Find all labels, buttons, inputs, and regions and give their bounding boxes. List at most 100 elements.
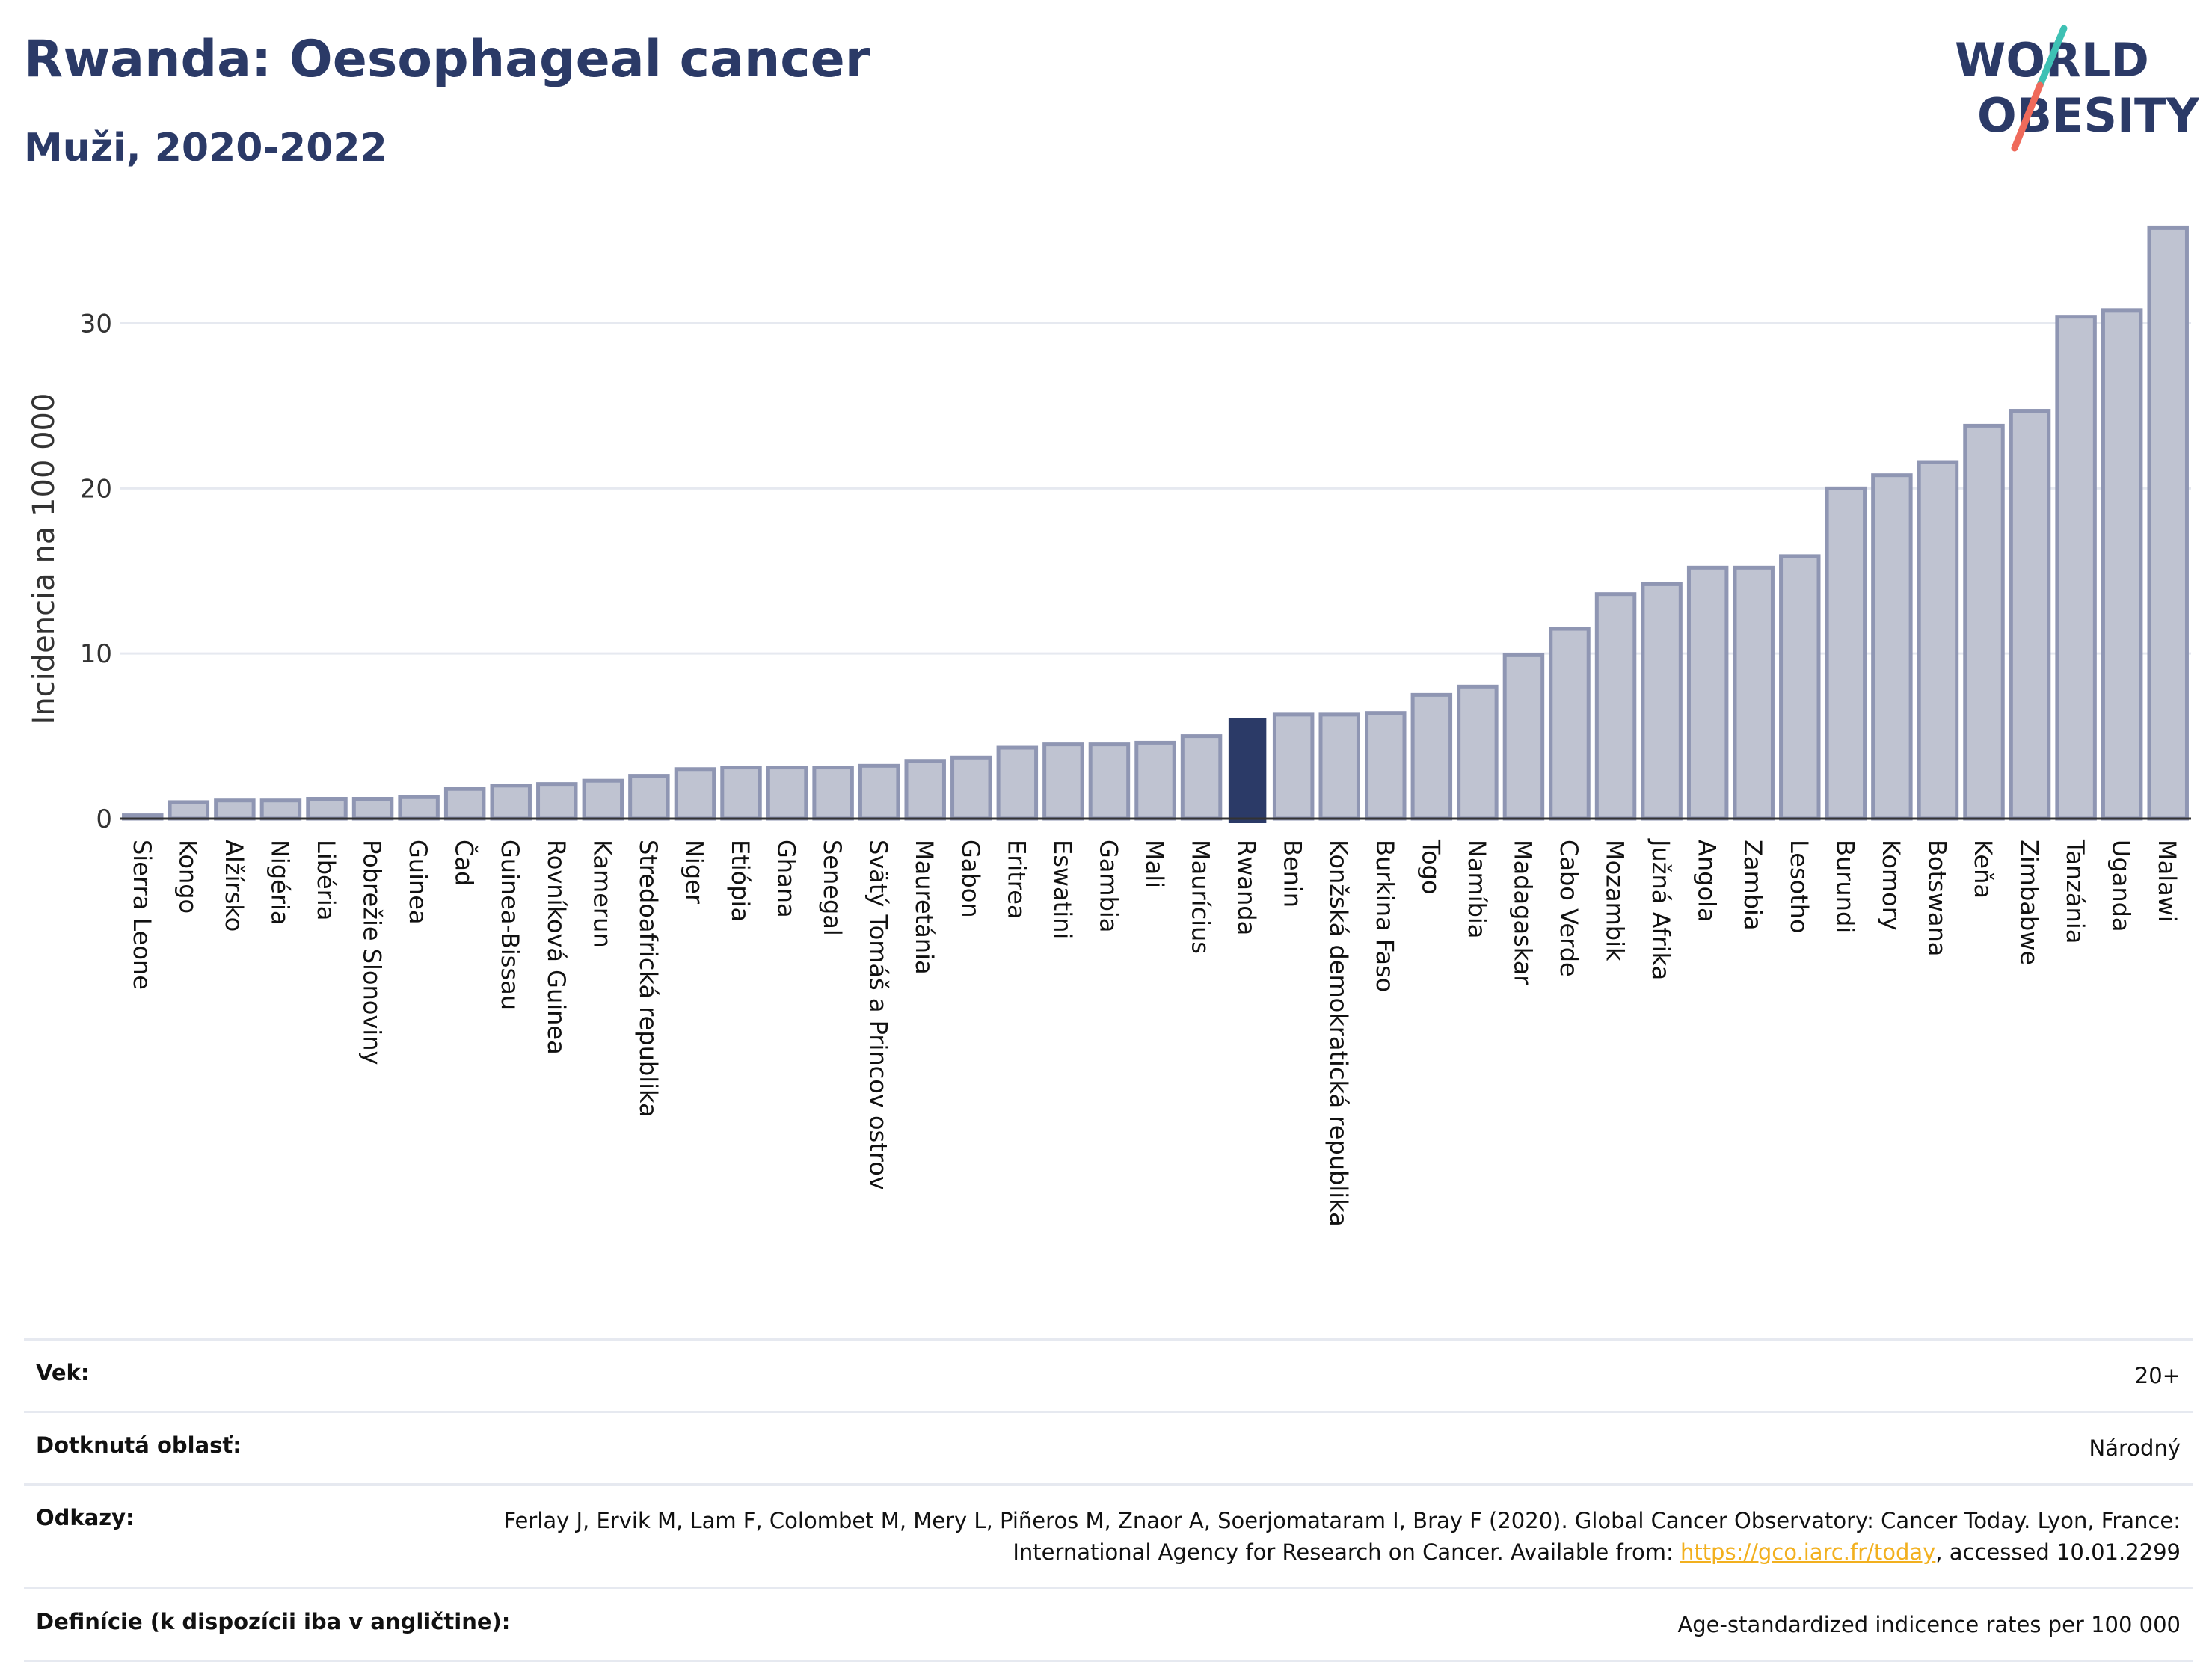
chart-subtitle: Muži, 2020-2022 <box>24 126 387 170</box>
x-tick-label: Mozambik <box>1601 840 1629 961</box>
area-label: Dotknutá oblasť: <box>36 1432 242 1458</box>
x-tick-label: Etiópia <box>726 840 755 922</box>
x-tick-label: Eritrea <box>1002 840 1030 920</box>
x-tick-label: Cabo Verde <box>1555 840 1583 977</box>
bar <box>351 797 394 821</box>
bar <box>490 784 532 821</box>
y-tick-label: 0 <box>96 804 112 834</box>
x-tick-label: Maurícius <box>1187 840 1215 954</box>
bar <box>858 763 900 821</box>
definitions-value: Age-standardized indicence rates per 100… <box>1677 1612 2181 1637</box>
bar <box>720 766 762 821</box>
bar <box>1042 742 1084 821</box>
bar <box>306 797 348 821</box>
bar <box>1641 582 1683 821</box>
logo-slash-coral <box>2011 81 2044 152</box>
bar <box>1088 742 1131 821</box>
x-tick-label: Ghana <box>772 840 801 918</box>
x-tick-label: Stredoafrická republika <box>634 840 663 1118</box>
bar <box>2147 225 2189 821</box>
x-tick-label: Benin <box>1279 840 1307 908</box>
bar <box>1779 554 1821 821</box>
references-label: Odkazy: <box>36 1505 135 1530</box>
x-tick-label: Keňa <box>1969 840 1997 899</box>
y-tick-label: 10 <box>80 639 112 669</box>
bar <box>1180 734 1223 821</box>
bar <box>1502 653 1545 821</box>
x-tick-label: Guinea-Bissau <box>496 840 524 1010</box>
info-row-references: Odkazy: Ferlay J, Ervik M, Lam F, Colomb… <box>24 1483 2193 1587</box>
bar <box>2101 308 2143 821</box>
bar <box>214 798 256 821</box>
references-text: Ferlay J, Ervik M, Lam F, Colombet M, Me… <box>503 1508 2181 1565</box>
bar <box>812 766 854 821</box>
bar <box>398 795 440 821</box>
bar <box>168 800 210 821</box>
bar <box>1410 692 1453 821</box>
x-tick-label: Tanzánia <box>2061 839 2089 944</box>
x-tick-label: Zambia <box>1739 840 1767 931</box>
bar <box>1825 486 1867 821</box>
x-tick-label: Madagaskar <box>1508 840 1537 985</box>
bar <box>1733 565 1775 821</box>
x-tick-label: Gambia <box>1094 840 1122 932</box>
bar <box>766 766 808 821</box>
bar <box>904 759 946 821</box>
bar <box>628 774 670 821</box>
y-axis-label: Incidencia na 100 000 <box>27 393 61 725</box>
x-tick-label: Rovníková Guinea <box>542 840 571 1055</box>
bar <box>2009 409 2051 821</box>
definitions-label: Definície (k dispozícii iba v angličtine… <box>36 1609 511 1634</box>
x-tick-label: Kamerun <box>588 840 616 948</box>
bar <box>1272 712 1315 821</box>
bar <box>582 778 624 821</box>
bar <box>536 782 578 821</box>
bar <box>1871 473 1913 821</box>
info-row-definitions: Definície (k dispozícii iba v angličtine… <box>24 1587 2193 1662</box>
bar <box>1686 565 1729 821</box>
bar <box>2055 315 2097 821</box>
x-tick-label: Eswatini <box>1048 840 1077 939</box>
references-value: Ferlay J, Ervik M, Lam F, Colombet M, Me… <box>498 1505 2181 1568</box>
x-tick-label: Niger <box>680 840 708 905</box>
bar-chart: 0 10 20 30 Incidencia na 100 000 Sierra Leone… <box>27 225 2191 1227</box>
x-tick-label: Alžírsko <box>220 840 248 932</box>
x-tick-label: Čad <box>450 840 479 886</box>
x-tick-label: Mali <box>1140 840 1169 888</box>
age-label: Vek: <box>36 1360 90 1385</box>
logo-slash-teal <box>2036 25 2068 89</box>
x-tick-label: Lesotho <box>1785 840 1813 934</box>
x-tick-label: Mauretánia <box>910 840 938 975</box>
bar <box>950 755 992 821</box>
x-tick-label: Uganda <box>2107 840 2136 932</box>
bar <box>1318 712 1360 821</box>
bar <box>1365 711 1407 821</box>
bar <box>674 767 716 821</box>
info-row-age: Vek: 20+ <box>24 1338 2193 1411</box>
x-tick-label: Burundi <box>1831 840 1859 933</box>
x-tick-label: Guinea <box>404 840 432 925</box>
info-row-area: Dotknutá oblasť: Národný <box>24 1411 2193 1483</box>
x-tick-label: Namíbia <box>1463 840 1491 938</box>
age-value: 20+ <box>2134 1363 2181 1388</box>
x-tick-label: Komory <box>1877 840 1905 931</box>
references-accessed: , accessed 10.01.2299 <box>1935 1539 2181 1565</box>
x-tick-label: Svätý Tomáš a Princov ostrov <box>864 840 893 1190</box>
x-tick-label: Pobrežie Slonoviny <box>358 840 387 1065</box>
chart-title: Rwanda: Oesophageal cancer <box>24 30 870 89</box>
x-tick-label: Zimbabwe <box>2015 840 2044 965</box>
x-tick-label: Togo <box>1416 839 1445 895</box>
x-tick-label: Botswana <box>1923 840 1951 956</box>
y-tick-label: 20 <box>80 474 112 504</box>
bar <box>1228 718 1267 823</box>
bar <box>1917 460 1959 821</box>
bar <box>1134 740 1176 821</box>
bar <box>443 787 486 821</box>
logo-line-obesity: OBESITY <box>1977 88 2199 143</box>
references-link[interactable]: https://gco.iarc.fr/today <box>1680 1539 1936 1565</box>
bar <box>996 745 1039 821</box>
area-value: Národný <box>2089 1435 2181 1461</box>
x-tick-label: Južná Afrika <box>1647 838 1675 980</box>
x-tick-label: Angola <box>1693 840 1721 923</box>
x-tick-label: Burkina Faso <box>1371 840 1399 992</box>
